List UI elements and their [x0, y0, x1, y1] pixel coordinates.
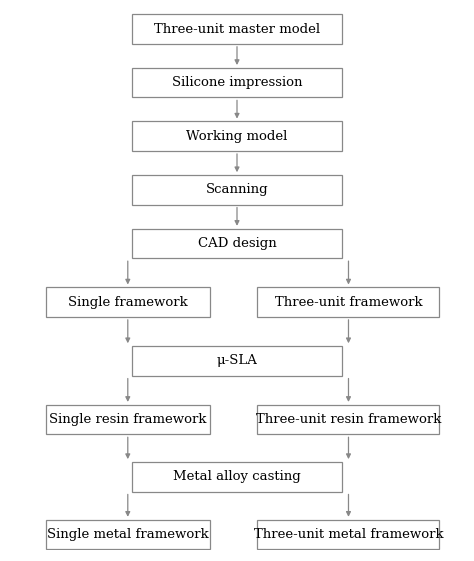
FancyBboxPatch shape [132, 175, 342, 205]
FancyBboxPatch shape [46, 519, 210, 549]
FancyBboxPatch shape [132, 122, 342, 151]
FancyBboxPatch shape [132, 462, 342, 491]
Text: Single resin framework: Single resin framework [49, 413, 207, 426]
Text: Three-unit metal framework: Three-unit metal framework [254, 528, 443, 541]
Text: Three-unit master model: Three-unit master model [154, 22, 320, 35]
Text: Metal alloy casting: Metal alloy casting [173, 470, 301, 483]
FancyBboxPatch shape [132, 229, 342, 258]
Text: Three-unit resin framework: Three-unit resin framework [256, 413, 441, 426]
Text: Scanning: Scanning [206, 183, 268, 196]
FancyBboxPatch shape [257, 519, 439, 549]
Text: Single framework: Single framework [68, 296, 188, 309]
Text: Three-unit framework: Three-unit framework [274, 296, 422, 309]
Text: Single metal framework: Single metal framework [47, 528, 209, 541]
FancyBboxPatch shape [257, 287, 439, 317]
Text: Silicone impression: Silicone impression [172, 76, 302, 89]
Text: CAD design: CAD design [198, 237, 276, 250]
FancyBboxPatch shape [132, 68, 342, 98]
FancyBboxPatch shape [257, 405, 439, 434]
FancyBboxPatch shape [132, 14, 342, 44]
FancyBboxPatch shape [46, 405, 210, 434]
Text: μ-SLA: μ-SLA [217, 355, 257, 367]
Text: Working model: Working model [186, 130, 288, 143]
FancyBboxPatch shape [46, 287, 210, 317]
FancyBboxPatch shape [132, 346, 342, 376]
